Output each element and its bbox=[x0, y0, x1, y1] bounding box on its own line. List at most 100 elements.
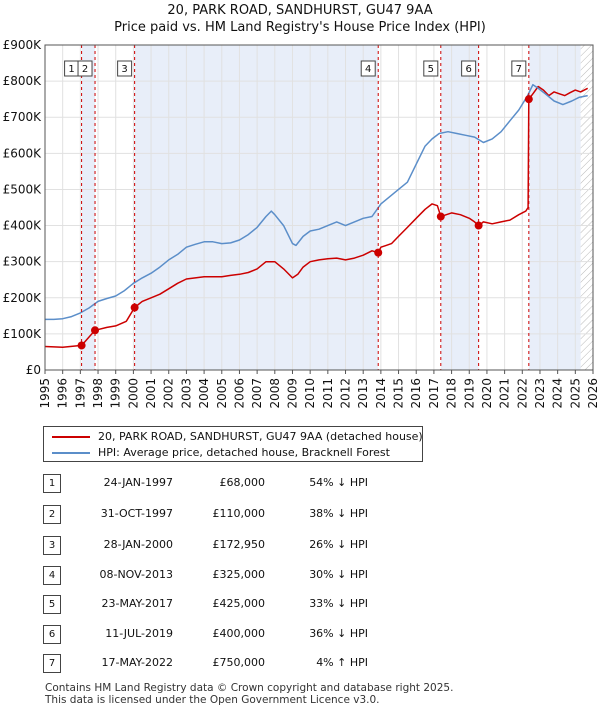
x-tick-label: 1999 bbox=[109, 378, 123, 409]
y-tick-label: £500K bbox=[3, 182, 43, 196]
footer-licence: This data is licensed under the Open Gov… bbox=[45, 694, 380, 706]
y-tick-label: £700K bbox=[3, 110, 43, 124]
transaction-date: 24-JAN-1997 bbox=[103, 476, 173, 489]
sale-number-box bbox=[360, 60, 376, 77]
x-tick-label: 2015 bbox=[392, 378, 406, 409]
transaction-number: 4 bbox=[43, 566, 61, 585]
x-tick-label: 2010 bbox=[303, 378, 317, 409]
transaction-hpi: 33% ↓ HPI bbox=[309, 597, 368, 610]
sale-number-box bbox=[511, 60, 527, 77]
sale-number-box bbox=[77, 60, 93, 77]
y-tick-label: £0 bbox=[26, 363, 41, 377]
transaction-price: £110,000 bbox=[212, 507, 266, 520]
ownership-period-shade bbox=[81, 45, 96, 370]
transaction-number: 1 bbox=[43, 474, 61, 493]
transaction-number: 6 bbox=[43, 625, 61, 644]
transaction-price: £750,000 bbox=[212, 656, 266, 669]
x-tick-label: 2001 bbox=[144, 378, 158, 409]
y-tick-label: £600K bbox=[3, 146, 43, 160]
legend-label-property: 20, PARK ROAD, SANDHURST, GU47 9AA (deta… bbox=[98, 430, 423, 443]
y-tick-label: £400K bbox=[3, 219, 43, 233]
x-tick-label: 2022 bbox=[515, 378, 529, 409]
x-tick-label: 2006 bbox=[232, 378, 246, 409]
chart-title: 20, PARK ROAD, SANDHURST, GU47 9AA bbox=[167, 3, 433, 18]
sale-number-box bbox=[423, 60, 439, 77]
sale-point bbox=[91, 326, 100, 335]
transaction-date: 23-MAY-2017 bbox=[101, 597, 173, 610]
x-tick-label: 2018 bbox=[445, 378, 459, 409]
x-tick-label: 2008 bbox=[268, 378, 282, 409]
y-tick-label: £800K bbox=[3, 74, 43, 88]
x-tick-label: 1998 bbox=[91, 378, 105, 409]
x-tick-label: 2025 bbox=[568, 378, 582, 409]
x-tick-label: 2000 bbox=[126, 378, 140, 409]
transaction-date: 31-OCT-1997 bbox=[100, 507, 173, 520]
sale-number-label: 2 bbox=[82, 64, 88, 75]
sale-number-label: 4 bbox=[365, 64, 371, 75]
ownership-period-shade bbox=[134, 45, 379, 370]
x-tick-label: 2016 bbox=[409, 378, 423, 409]
sale-number-label: 7 bbox=[516, 64, 522, 75]
x-tick-label: 2012 bbox=[339, 378, 353, 409]
x-tick-label: 2021 bbox=[498, 378, 512, 409]
y-tick-label: £100K bbox=[3, 327, 43, 341]
y-tick-label: £200K bbox=[3, 291, 43, 305]
sale-number-label: 3 bbox=[121, 64, 127, 75]
legend-swatch-hpi bbox=[52, 452, 90, 454]
x-tick-label: 2004 bbox=[197, 378, 211, 409]
transaction-row: 5 23-MAY-2017 £425,000 33% ↓ HPI bbox=[43, 594, 563, 616]
footer-copyright: Contains HM Land Registry data © Crown c… bbox=[45, 682, 454, 694]
x-tick-label: 2026 bbox=[586, 378, 600, 409]
transaction-number: 3 bbox=[43, 536, 61, 555]
sale-number-box bbox=[461, 60, 477, 77]
chart-subtitle: Price paid vs. HM Land Registry's House … bbox=[114, 20, 486, 35]
transaction-row: 1 24-JAN-1997 £68,000 54% ↓ HPI bbox=[43, 473, 563, 495]
sale-number-box bbox=[117, 60, 133, 77]
transaction-hpi: 4% ↑ HPI bbox=[316, 656, 368, 669]
legend-item-property: 20, PARK ROAD, SANDHURST, GU47 9AA (deta… bbox=[52, 429, 423, 444]
sale-point bbox=[130, 303, 139, 312]
legend-item-hpi: HPI: Average price, detached house, Brac… bbox=[52, 445, 390, 460]
transaction-price: £400,000 bbox=[212, 627, 266, 640]
transaction-number: 7 bbox=[43, 654, 61, 673]
x-tick-label: 1995 bbox=[38, 378, 52, 409]
y-tick-label: £300K bbox=[3, 255, 43, 269]
chart-legend: 20, PARK ROAD, SANDHURST, GU47 9AA (deta… bbox=[43, 426, 423, 462]
x-tick-label: 2019 bbox=[462, 378, 476, 409]
x-tick-label: 2009 bbox=[285, 378, 299, 409]
transaction-row: 2 31-OCT-1997 £110,000 38% ↓ HPI bbox=[43, 504, 563, 526]
transaction-price: £172,950 bbox=[212, 538, 266, 551]
transaction-row: 7 17-MAY-2022 £750,000 4% ↑ HPI bbox=[43, 653, 563, 675]
transaction-row: 6 11-JUL-2019 £400,000 36% ↓ HPI bbox=[43, 624, 563, 646]
sale-number-label: 1 bbox=[68, 64, 74, 75]
x-tick-label: 2013 bbox=[356, 378, 370, 409]
x-tick-label: 1997 bbox=[73, 378, 87, 409]
x-tick-label: 2005 bbox=[215, 378, 229, 409]
x-tick-label: 2023 bbox=[533, 378, 547, 409]
legend-label-hpi: HPI: Average price, detached house, Brac… bbox=[98, 446, 390, 459]
hpi-line bbox=[45, 83, 588, 321]
x-tick-label: 2003 bbox=[179, 378, 193, 409]
ownership-period-shade bbox=[440, 45, 479, 370]
x-tick-label: 2020 bbox=[480, 378, 494, 409]
transaction-hpi: 38% ↓ HPI bbox=[309, 507, 368, 520]
sale-number-label: 5 bbox=[428, 64, 434, 75]
transaction-price: £325,000 bbox=[212, 568, 266, 581]
x-tick-label: 2002 bbox=[162, 378, 176, 409]
plot-frame bbox=[44, 44, 594, 371]
transaction-hpi: 36% ↓ HPI bbox=[309, 627, 368, 640]
x-tick-label: 2024 bbox=[551, 378, 565, 409]
transaction-date: 08-NOV-2013 bbox=[99, 568, 173, 581]
transaction-row: 4 08-NOV-2013 £325,000 30% ↓ HPI bbox=[43, 565, 563, 587]
sale-number-label: 6 bbox=[465, 64, 471, 75]
x-tick-label: 2011 bbox=[321, 378, 335, 409]
x-tick-label: 2017 bbox=[427, 378, 441, 409]
x-tick-label: 2007 bbox=[250, 378, 264, 409]
transaction-date: 28-JAN-2000 bbox=[103, 538, 173, 551]
transaction-row: 3 28-JAN-2000 £172,950 26% ↓ HPI bbox=[43, 535, 563, 557]
property-price-line bbox=[44, 85, 589, 349]
transaction-hpi: 30% ↓ HPI bbox=[309, 568, 368, 581]
transaction-price: £68,000 bbox=[219, 476, 266, 489]
ownership-period-shade bbox=[528, 45, 581, 370]
